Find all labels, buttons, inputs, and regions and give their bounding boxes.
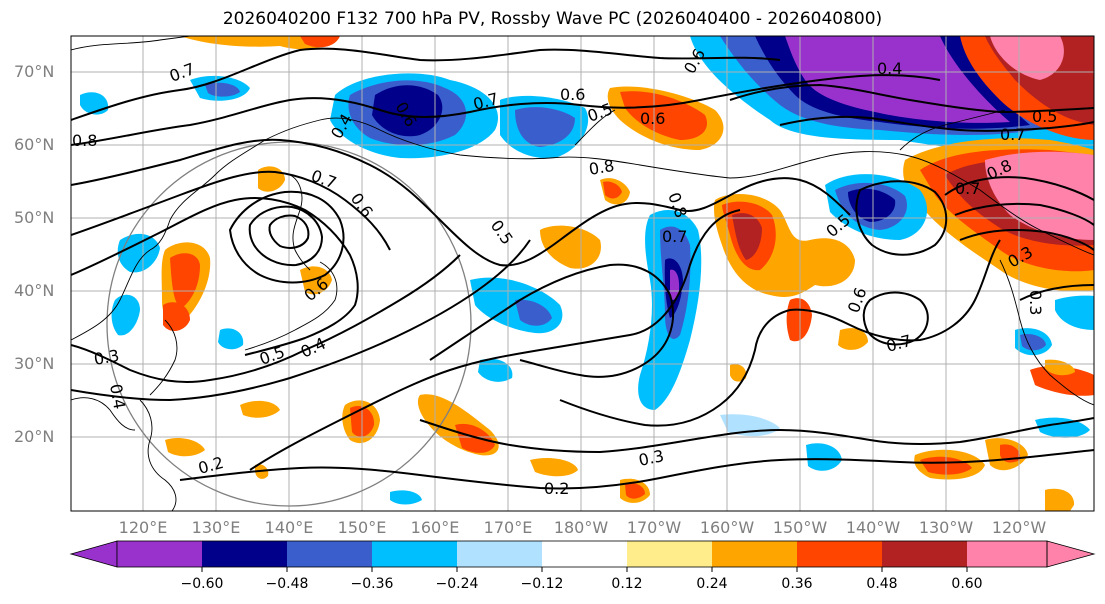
lat-label: 50°N [14,208,55,227]
lat-label: 40°N [14,281,55,300]
lat-label: 20°N [14,427,55,446]
colorbar-tick-label: −0.24 [435,576,479,592]
contour-label: 0.7 [662,227,687,246]
colorbar-extend-min [69,540,118,568]
lat-label: 70°N [14,62,55,81]
map-frame [70,35,1095,512]
contour-label: 0.7 [955,179,980,198]
colorbar-tick-label: 0.12 [611,576,643,592]
lon-label: 120°W [991,518,1047,537]
lon-label: 150°W [772,518,828,537]
lat-label: 30°N [14,354,55,373]
contour-label: 0.6 [640,109,665,128]
pv-contours [71,47,1094,490]
colorbar-segment [967,541,1047,567]
colorbar-tick-label: −0.60 [180,576,224,592]
lon-label: 160°W [699,518,755,537]
shaded-anomalies [80,36,1094,511]
radius-circle [106,141,472,507]
colorbar-segment [457,541,542,567]
colorbar-tick-label: 0.48 [866,576,898,592]
colorbar-tick-label: 0.24 [696,576,728,592]
colorbar-segment [542,541,627,567]
colorbar-tick-label: −0.36 [350,576,394,592]
colorbar-segment [882,541,967,567]
contour-label: 0.4 [106,382,129,410]
contour-label: 0.6 [560,85,585,104]
contour-label: 0.4 [877,59,902,78]
colorbar-segment [712,541,797,567]
contour-label: 0.7 [1000,125,1025,144]
lon-label: 170°W [626,518,682,537]
lon-label: 170°E [483,518,533,537]
contour-label: 0.3 [1026,290,1045,315]
colorbar-segment [202,541,287,567]
lon-label: 150°E [337,518,387,537]
colorbar-segment [117,541,202,567]
colorbar-tick-label: −0.12 [520,576,564,592]
colorbar-segment [372,541,457,567]
gridlines [71,36,1094,511]
chart-title: 2026040200 F132 700 hPa PV, Rossby Wave … [222,9,883,29]
contour-label: 0.8 [587,156,615,179]
lon-label: 130°W [918,518,974,537]
lon-label: 140°W [845,518,901,537]
colorbar-segment [287,541,372,567]
lon-label: 120°E [118,518,168,537]
colorbar-tick-label: 0.60 [951,576,983,592]
lon-label: 140°E [264,518,314,537]
colorbar-tick-label: −0.48 [265,576,309,592]
colorbar-tick-label: 0.36 [781,576,813,592]
colorbar [69,540,1096,572]
colorbar-segment [627,541,712,567]
colorbar-segment [797,541,882,567]
lon-label: 180°W [553,518,609,537]
lat-label: 60°N [14,135,55,154]
lon-label: 160°E [410,518,460,537]
coastlines [71,36,1094,511]
contour-label: 0.3 [92,346,120,369]
contour-label: 0.5 [1032,107,1057,126]
map-area: 0.7 0.6 0.7 0.6 0.4 0.5 0.6 0.8 0.8 0.6 … [71,36,1094,511]
lon-label: 130°E [191,518,241,537]
contour-label: 0.2 [544,479,569,498]
contour-label: 0.3 [637,446,666,470]
colorbar-extend-max [1046,540,1096,568]
contour-label: 0.8 [72,131,97,150]
